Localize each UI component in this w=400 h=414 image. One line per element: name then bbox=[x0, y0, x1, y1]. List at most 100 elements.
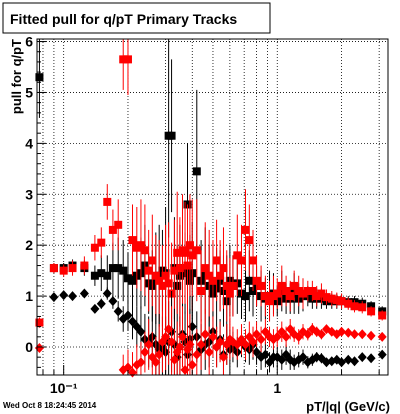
data-point-square bbox=[308, 287, 317, 295]
data-point-square bbox=[241, 292, 250, 301]
data-point-diamond bbox=[248, 336, 258, 347]
data-point-square bbox=[128, 276, 137, 285]
data-point-square bbox=[158, 281, 167, 290]
data-point-diamond bbox=[68, 291, 78, 302]
data-point-diamond bbox=[298, 352, 308, 363]
data-point-diamond bbox=[113, 306, 123, 317]
data-point-diamond bbox=[136, 326, 146, 337]
data-point-diamond bbox=[256, 334, 266, 345]
data-point-square bbox=[197, 287, 206, 295]
data-point-diamond bbox=[140, 347, 150, 358]
data-point-diamond bbox=[192, 349, 202, 360]
data-point-square bbox=[192, 246, 201, 255]
data-point-square bbox=[90, 243, 99, 252]
data-point-square bbox=[233, 251, 242, 260]
data-point-square bbox=[273, 289, 282, 298]
data-point-square bbox=[344, 299, 353, 308]
data-point-square bbox=[261, 292, 270, 301]
data-point-square bbox=[128, 236, 137, 245]
data-point-square bbox=[188, 251, 197, 260]
y-tick-label: 1 bbox=[25, 288, 33, 304]
data-point-diamond bbox=[200, 329, 210, 340]
data-point-square bbox=[35, 318, 44, 327]
data-markers bbox=[34, 39, 387, 378]
data-point-diamond bbox=[123, 310, 133, 321]
data-point-square bbox=[208, 276, 217, 285]
x-tick-label: 10⁻¹ bbox=[50, 380, 78, 396]
data-point-square bbox=[252, 276, 261, 285]
data-point-square bbox=[245, 276, 254, 285]
data-point-diamond bbox=[366, 353, 376, 364]
data-point-diamond bbox=[208, 331, 218, 342]
data-point-square bbox=[151, 271, 160, 280]
data-point-square bbox=[237, 256, 246, 265]
data-point-diamond bbox=[316, 329, 326, 340]
data-point-diamond bbox=[281, 331, 291, 342]
data-point-square bbox=[192, 167, 201, 176]
data-point-square bbox=[108, 225, 117, 234]
data-point-diamond bbox=[252, 347, 262, 358]
data-point-square bbox=[119, 55, 128, 64]
data-point-diamond bbox=[161, 331, 171, 342]
data-point-square bbox=[265, 297, 274, 306]
data-point-diamond bbox=[151, 357, 161, 368]
chart-title: Fitted pull for q/pT Primary Tracks bbox=[10, 11, 237, 27]
data-point-square bbox=[201, 264, 210, 273]
data-point-diamond bbox=[343, 327, 353, 338]
data-point-square bbox=[170, 266, 179, 275]
data-point-square bbox=[216, 271, 225, 280]
data-point-diamond bbox=[169, 354, 179, 365]
data-point-diamond bbox=[252, 329, 262, 340]
data-point-diamond bbox=[260, 349, 270, 360]
data-point-square bbox=[181, 248, 190, 257]
data-point-diamond bbox=[136, 357, 146, 368]
data-point-square bbox=[114, 220, 123, 229]
data-point-square bbox=[140, 246, 149, 255]
y-tick-label: 5 bbox=[25, 84, 33, 100]
data-point-diamond bbox=[337, 326, 347, 337]
data-point-square bbox=[378, 311, 387, 320]
data-point-square bbox=[367, 307, 376, 316]
data-point-diamond bbox=[102, 288, 112, 299]
data-point-square bbox=[148, 256, 157, 265]
data-point-square bbox=[144, 266, 153, 275]
data-point-diamond bbox=[343, 354, 353, 365]
data-point-diamond bbox=[272, 331, 282, 342]
data-point-diamond bbox=[59, 290, 69, 301]
data-point-diamond bbox=[154, 349, 164, 360]
x-axis-title: pT/|q| (GeV/c) bbox=[306, 399, 390, 414]
data-point-square bbox=[241, 225, 250, 234]
data-point-square bbox=[136, 241, 145, 250]
data-point-diamond bbox=[204, 347, 214, 358]
data-point-diamond bbox=[49, 292, 59, 303]
data-point-square bbox=[350, 302, 359, 311]
data-point-diamond bbox=[96, 298, 106, 309]
data-point-square bbox=[175, 264, 184, 273]
timestamp-label: Wed Oct 8 18:24:45 2014 bbox=[3, 401, 97, 410]
data-point-square bbox=[108, 264, 117, 273]
data-point-square bbox=[68, 264, 77, 273]
data-point-diamond bbox=[357, 329, 367, 340]
data-point-square bbox=[205, 271, 214, 280]
data-point-diamond bbox=[240, 339, 250, 350]
data-point-square bbox=[123, 55, 132, 64]
data-point-diamond bbox=[350, 356, 360, 367]
data-point-square bbox=[245, 236, 254, 245]
data-point-square bbox=[103, 197, 112, 206]
data-point-diamond bbox=[350, 329, 360, 340]
data-point-diamond bbox=[123, 362, 133, 373]
title-box: Fitted pull for q/pT Primary Tracks bbox=[2, 2, 271, 34]
data-point-diamond bbox=[377, 331, 387, 342]
data-point-diamond bbox=[187, 359, 197, 370]
data-point-square bbox=[290, 281, 299, 290]
data-point-square bbox=[132, 243, 141, 252]
data-point-square bbox=[322, 293, 331, 302]
x-tick-label: 1 bbox=[273, 380, 281, 396]
y-tick-label: 3 bbox=[25, 186, 33, 202]
data-point-square bbox=[185, 241, 194, 250]
data-point-square bbox=[114, 264, 123, 273]
y-axis-title: pull for q/pT bbox=[9, 39, 24, 114]
data-point-diamond bbox=[108, 296, 118, 307]
axis-ticks: 0 1 2 3 4 5 6 10⁻¹ 1 bbox=[25, 34, 380, 396]
